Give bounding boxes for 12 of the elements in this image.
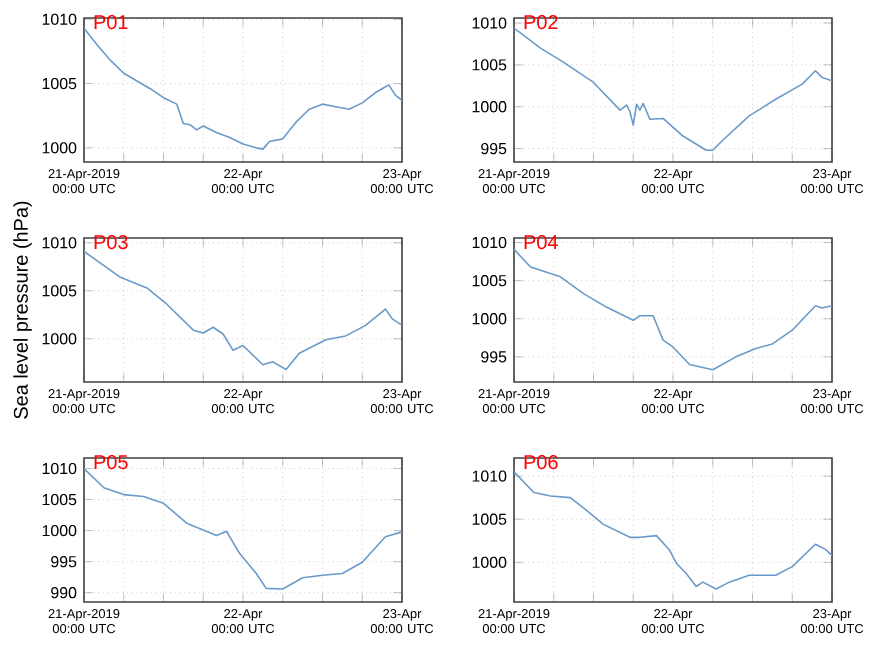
chart-title: P01 (94, 15, 128, 30)
chart-title: P03 (94, 235, 128, 250)
line-series (514, 471, 833, 590)
chart-title: P05 (94, 455, 128, 470)
y-axis-title: Sea level pressure (hPa) (13, 201, 32, 419)
line-series (514, 248, 833, 371)
line-series (84, 250, 402, 371)
line-series (84, 27, 402, 150)
line-series (514, 27, 833, 152)
chart-title: P04 (524, 235, 558, 250)
chart-title: P02 (524, 15, 558, 30)
chart-title: P06 (524, 455, 558, 470)
